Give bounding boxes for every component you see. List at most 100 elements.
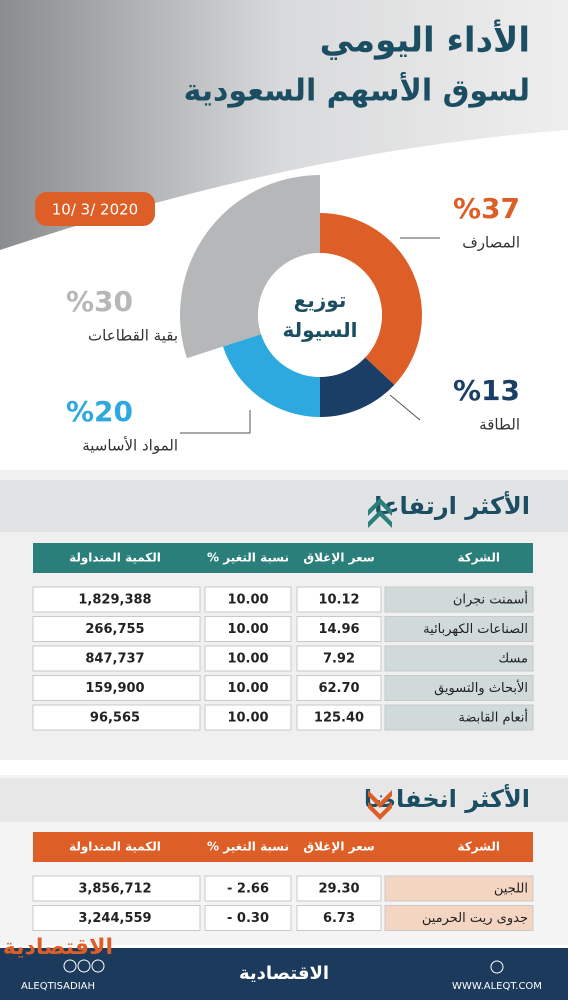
table-cell bbox=[296, 905, 382, 931]
table-header bbox=[33, 832, 533, 862]
cell-text: 10.00 bbox=[227, 593, 268, 608]
column-header: الشركة bbox=[457, 551, 500, 565]
table-cell bbox=[32, 586, 201, 613]
icon bbox=[490, 960, 504, 974]
table-cell bbox=[204, 875, 292, 902]
slice-label: الطاقة bbox=[479, 416, 520, 434]
cell-text: - 0.30 bbox=[227, 911, 269, 926]
table-cell bbox=[296, 586, 382, 613]
cell-text: 10.00 bbox=[227, 622, 268, 637]
table-cell bbox=[204, 905, 292, 931]
cell-text: 3,244,559 bbox=[78, 911, 151, 926]
table-cell bbox=[32, 645, 201, 672]
column-header: نسبة التغير % bbox=[207, 551, 289, 565]
table-cell bbox=[204, 616, 292, 642]
table-cell bbox=[32, 875, 201, 902]
icon bbox=[63, 959, 77, 973]
table-cell bbox=[296, 645, 382, 672]
leader-line bbox=[180, 410, 251, 434]
up-icon bbox=[368, 498, 392, 528]
slice-label: المصارف bbox=[462, 234, 520, 252]
date-badge bbox=[35, 192, 155, 226]
title: الأداء اليومي bbox=[320, 19, 530, 61]
donut-chart: توزيع السيولة %37 المصارف %13 الطاقة %20 المواد… bbox=[66, 175, 520, 455]
cell-text: 847,737 bbox=[85, 652, 144, 667]
date: 10/ 3/ 2020 bbox=[52, 201, 138, 219]
cell-text: 7.92 bbox=[323, 652, 355, 667]
losers-table: الشركة سعر الإغلاق نسبة التغير % الكمية الم… bbox=[32, 832, 534, 931]
table-cell bbox=[32, 704, 201, 731]
column-header: نسبة التغير % bbox=[207, 840, 289, 854]
table-cell bbox=[32, 675, 201, 701]
slice-value-label: %37 bbox=[453, 192, 520, 225]
column-header: سعر الإغلاق bbox=[303, 840, 374, 854]
donut-slice bbox=[222, 334, 320, 417]
donut-slice bbox=[320, 357, 395, 417]
slice-value-label: %20 bbox=[66, 395, 133, 428]
slice-value-label: %13 bbox=[453, 374, 520, 407]
cell-text: أنعام القابضة bbox=[458, 709, 528, 726]
cell-text: 3,856,712 bbox=[78, 882, 151, 897]
gainers-title: الأكثر ارتفاعا bbox=[374, 491, 530, 520]
cell-text: 6.73 bbox=[323, 911, 355, 926]
table-cell bbox=[384, 586, 534, 613]
cell-text: الصناعات الكهربائية bbox=[423, 622, 528, 637]
table-cell bbox=[296, 704, 382, 731]
table-cell bbox=[32, 905, 201, 931]
donut-title: توزيع السيولة bbox=[282, 288, 357, 342]
cell-text: أسمنت نجران bbox=[453, 591, 528, 608]
column-header: سعر الإغلاق bbox=[303, 551, 374, 565]
cell-text: - 2.66 bbox=[227, 882, 269, 897]
cell-text: مسك bbox=[498, 652, 528, 667]
table-cell bbox=[384, 675, 534, 701]
cell-text: 10.00 bbox=[227, 711, 268, 726]
donut-slice bbox=[320, 213, 422, 385]
cell-text: جدوى ريت الحرمين bbox=[422, 911, 528, 926]
cell-text: 96,565 bbox=[90, 711, 140, 726]
slice-label: بقية القطاعات bbox=[88, 327, 178, 345]
cell-text: اللجين bbox=[494, 882, 528, 897]
cell-text: 29.30 bbox=[318, 882, 359, 897]
table-cell bbox=[296, 875, 382, 902]
cell-text: 14.96 bbox=[318, 622, 359, 637]
table-cell bbox=[204, 704, 292, 731]
icon bbox=[77, 959, 91, 973]
cell-text: 266,755 bbox=[85, 622, 144, 637]
table-cell bbox=[204, 645, 292, 672]
cell-text: 125.40 bbox=[314, 711, 364, 726]
cell-text: 10.00 bbox=[227, 681, 268, 696]
footer-handle: ALEQTISADIAH bbox=[21, 981, 95, 992]
table-cell bbox=[384, 645, 534, 672]
slice-label: المواد الأساسية bbox=[82, 436, 178, 455]
column-header: الكمية المتداولة bbox=[69, 840, 161, 855]
footer-bar bbox=[0, 948, 568, 1000]
gainers-table: الشركة سعر الإغلاق نسبة التغير % الكمية الم… bbox=[32, 543, 534, 731]
cell-text: 10.00 bbox=[227, 652, 268, 667]
icon bbox=[91, 959, 105, 973]
table-cell bbox=[384, 616, 534, 642]
gainers-band bbox=[0, 480, 568, 532]
column-header: الكمية المتداولة bbox=[69, 551, 161, 566]
slice-value-label: %30 bbox=[66, 285, 133, 318]
footer-url: WWW.ALEQT.COM bbox=[452, 981, 542, 992]
cell-text: 159,900 bbox=[85, 681, 144, 696]
cell-text: 1,829,388 bbox=[78, 593, 151, 608]
cell-text: 10.12 bbox=[318, 593, 359, 608]
table-header bbox=[33, 543, 533, 573]
cell-text: 62.70 bbox=[318, 681, 359, 696]
table-cell bbox=[204, 675, 292, 701]
header-band bbox=[0, 0, 568, 250]
column-header: الشركة bbox=[457, 840, 500, 854]
table-cell bbox=[296, 675, 382, 701]
footer-brand: الاقتصادية bbox=[239, 963, 329, 984]
losers-band bbox=[0, 778, 568, 822]
donut-slice bbox=[179, 175, 320, 359]
donut-hole bbox=[258, 253, 382, 377]
table-cell bbox=[32, 616, 201, 642]
table-cell bbox=[296, 616, 382, 642]
table-cell bbox=[384, 875, 534, 902]
footer-logo: الاقتصادية bbox=[3, 935, 113, 960]
down-icon bbox=[368, 790, 392, 820]
